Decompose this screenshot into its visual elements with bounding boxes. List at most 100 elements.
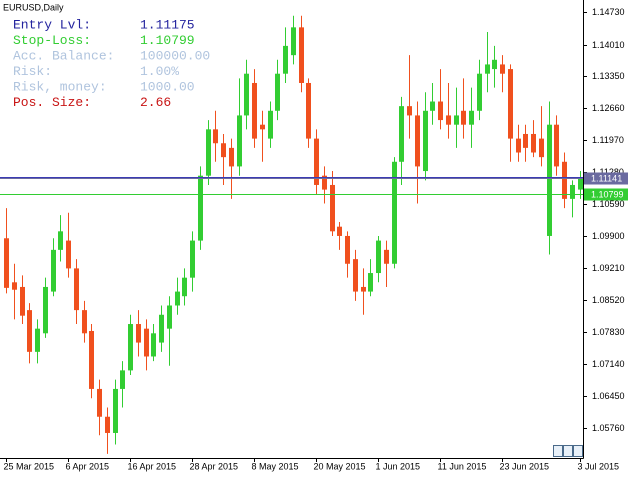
candle-body	[213, 129, 218, 144]
candle-body	[136, 324, 141, 343]
x-tick-label: 16 Apr 2015	[128, 461, 177, 471]
candle-body	[144, 328, 149, 357]
candle-body	[182, 277, 187, 297]
y-tick-label: 1.09210	[592, 263, 625, 273]
x-tick-label: 28 Apr 2015	[190, 461, 239, 471]
candle-body	[392, 161, 397, 264]
info-value: 100000.00	[140, 48, 210, 63]
candle-body	[376, 240, 381, 274]
info-label: Entry Lvl:	[13, 17, 91, 32]
candle-body	[237, 115, 242, 167]
candle-body	[283, 45, 288, 74]
y-tick-label: 1.09900	[592, 231, 625, 241]
candle-body	[562, 161, 567, 199]
candle-body	[113, 388, 118, 433]
x-tick-label: 6 Apr 2015	[66, 461, 110, 471]
candle-body	[353, 259, 358, 292]
scale-button[interactable]	[573, 445, 583, 457]
info-value: 1.11175	[140, 17, 195, 32]
info-label: Stop-Loss:	[13, 33, 91, 48]
candle-body	[531, 133, 536, 153]
info-label: Pos. Size:	[13, 95, 91, 110]
y-tick-label: 1.14730	[592, 7, 625, 17]
x-tick-label: 8 May 2015	[252, 461, 299, 471]
candle-body	[492, 59, 497, 70]
candle-body	[74, 268, 79, 311]
candle-body	[368, 273, 373, 292]
candle-body	[128, 324, 133, 371]
y-tick-label: 1.11280	[592, 167, 624, 177]
candle-body	[120, 370, 125, 389]
y-tick-label: 1.10590	[592, 199, 625, 209]
candle-body	[547, 124, 552, 236]
candle-body	[206, 129, 211, 176]
candle-body	[345, 235, 350, 264]
candle-body	[51, 249, 56, 292]
candle-body	[105, 416, 110, 433]
info-value: 1.00%	[140, 64, 179, 79]
candle-body	[461, 110, 466, 125]
scale-button[interactable]	[553, 445, 563, 457]
candle-body	[89, 330, 94, 389]
candle-body	[4, 238, 9, 288]
candle-body	[361, 286, 366, 292]
candle-body	[82, 310, 87, 334]
candle-body	[268, 110, 273, 139]
candle-body	[221, 143, 226, 158]
y-tick-label: 1.11970	[592, 135, 624, 145]
candle-body	[35, 328, 40, 352]
x-tick-label: 23 Jun 2015	[500, 461, 550, 471]
candle-body	[299, 27, 304, 83]
candle-body	[330, 184, 335, 232]
y-tick-label: 1.08520	[592, 295, 625, 305]
info-value: 2.66	[140, 95, 171, 110]
candle-body	[423, 110, 428, 172]
candle-body	[58, 231, 63, 250]
candle-body	[167, 305, 172, 329]
candle-body	[384, 249, 389, 264]
x-tick-label: 11 Jun 2015	[438, 461, 487, 471]
candle-body	[415, 115, 420, 167]
x-tick-label: 3 Jul 2015	[578, 461, 620, 471]
candle-body	[469, 110, 474, 125]
candle-body	[198, 175, 203, 241]
candle-body	[291, 27, 296, 56]
scale-button[interactable]	[563, 445, 573, 457]
candle-body	[516, 138, 521, 153]
candle-body	[485, 64, 490, 74]
candle-body	[523, 133, 528, 148]
candle-body	[159, 314, 164, 343]
candle-body	[12, 282, 17, 290]
y-tick-label: 1.12660	[592, 103, 625, 113]
candle-body	[554, 124, 559, 167]
price-tag	[584, 172, 628, 185]
candle-body	[446, 115, 451, 125]
candle-body	[508, 69, 513, 139]
candle-body	[477, 73, 482, 111]
candle-body	[27, 310, 32, 352]
chart-title: EURUSD,Daily	[3, 2, 64, 12]
y-tick-label: 1.06450	[592, 391, 625, 401]
y-tick-label: 1.07830	[592, 327, 625, 337]
y-tick-label: 1.05760	[592, 423, 625, 433]
candle-body	[337, 226, 342, 236]
info-label: Acc. Balance:	[13, 48, 114, 63]
info-label: Risk:	[13, 64, 52, 79]
y-tick-label: 1.14010	[592, 40, 625, 50]
candle-body	[43, 286, 48, 334]
y-tick-label: 1.07140	[592, 359, 625, 369]
scroll-buttons[interactable]	[553, 445, 583, 457]
x-tick-label: 25 Mar 2015	[4, 461, 55, 471]
candle-body	[500, 64, 505, 74]
info-label: Risk, money:	[13, 79, 107, 94]
candle-body	[151, 333, 156, 357]
candle-body	[97, 388, 102, 417]
candle-body	[190, 240, 195, 278]
info-value: 1.10799	[140, 33, 195, 48]
info-value: 1000.00	[140, 79, 195, 94]
price-tag	[584, 188, 628, 201]
candle-body	[399, 106, 404, 162]
candle-body	[407, 106, 412, 116]
